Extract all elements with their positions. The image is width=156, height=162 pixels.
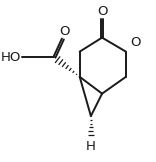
Text: O: O [97,5,107,18]
Text: O: O [130,36,141,49]
Text: O: O [59,25,70,38]
Text: HO: HO [0,51,21,64]
Text: H: H [86,140,96,153]
